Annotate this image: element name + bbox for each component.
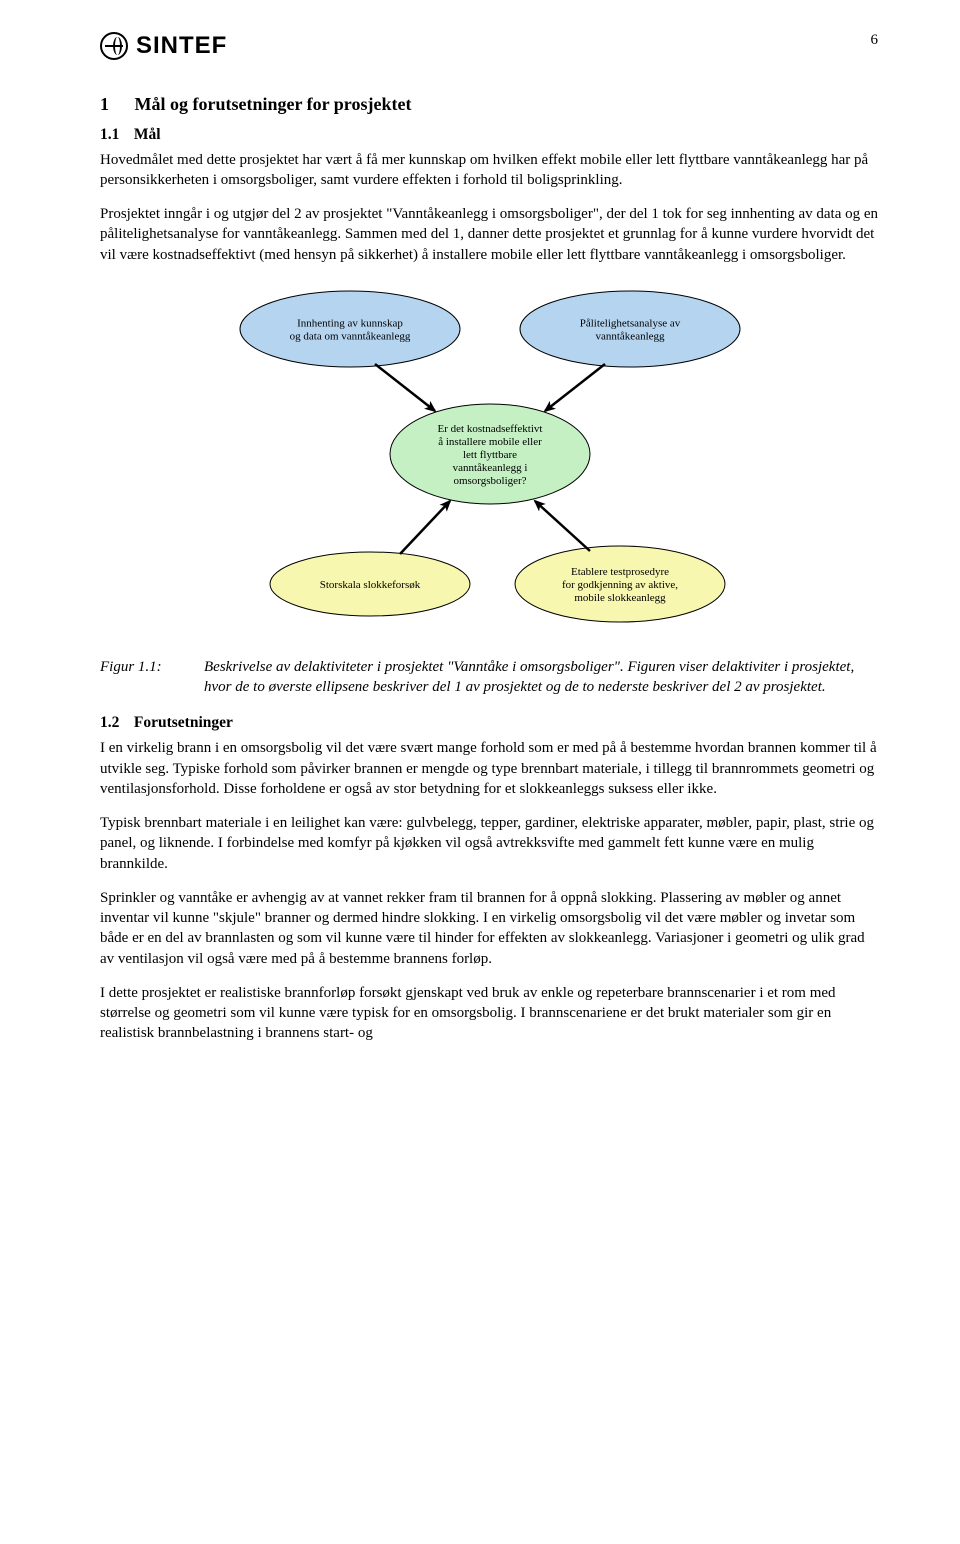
paragraph: Sprinkler og vanntåke er avhengig av at … [100,888,880,969]
section-number: 1 [100,92,130,116]
figure-label: Figur 1.1: [100,657,180,698]
subsection-heading-1-1: 1.1 Mål [100,125,880,146]
subsection-title: Forutsetninger [134,714,233,731]
paragraph: I en virkelig brann i en omsorgsbolig vi… [100,738,880,799]
diagram-arrow [535,501,590,551]
diagram-arrow [375,364,435,411]
diagram-arrow [400,501,450,554]
logo-text: SINTEF [136,30,227,62]
figure-caption: Figur 1.1: Beskrivelse av delaktiviteter… [100,657,880,698]
diagram-node-label: Storskala slokkeforsøk [320,579,421,591]
subsection-number: 1.1 [100,125,130,146]
paragraph: Typisk brennbart materiale i en leilighe… [100,813,880,874]
diagram-node-label: Etablere testprosedyrefor godkjenning av… [562,566,678,604]
subsection-heading-1-2: 1.2 Forutsetninger [100,713,880,734]
paragraph: Prosjektet inngår i og utgjør del 2 av p… [100,204,880,265]
page-number: 6 [871,30,879,50]
flowchart-diagram: Innhenting av kunnskapog data om vanntåk… [210,279,770,639]
section-heading-1: 1 Mål og forutsetninger for prosjektet [100,92,880,116]
logo: SINTEF [100,30,880,62]
paragraph: I dette prosjektet er realistiske brannf… [100,983,880,1044]
section-title: Mål og forutsetninger for prosjektet [135,94,412,114]
diagram-arrow [545,364,605,411]
diagram-node-label: Innhenting av kunnskapog data om vanntåk… [290,317,411,342]
subsection-number: 1.2 [100,713,130,734]
globe-icon [100,32,128,60]
paragraph: Hovedmålet med dette prosjektet har vært… [100,150,880,191]
subsection-title: Mål [134,126,161,143]
figure-caption-text: Beskrivelse av delaktiviteter i prosjekt… [204,657,880,698]
